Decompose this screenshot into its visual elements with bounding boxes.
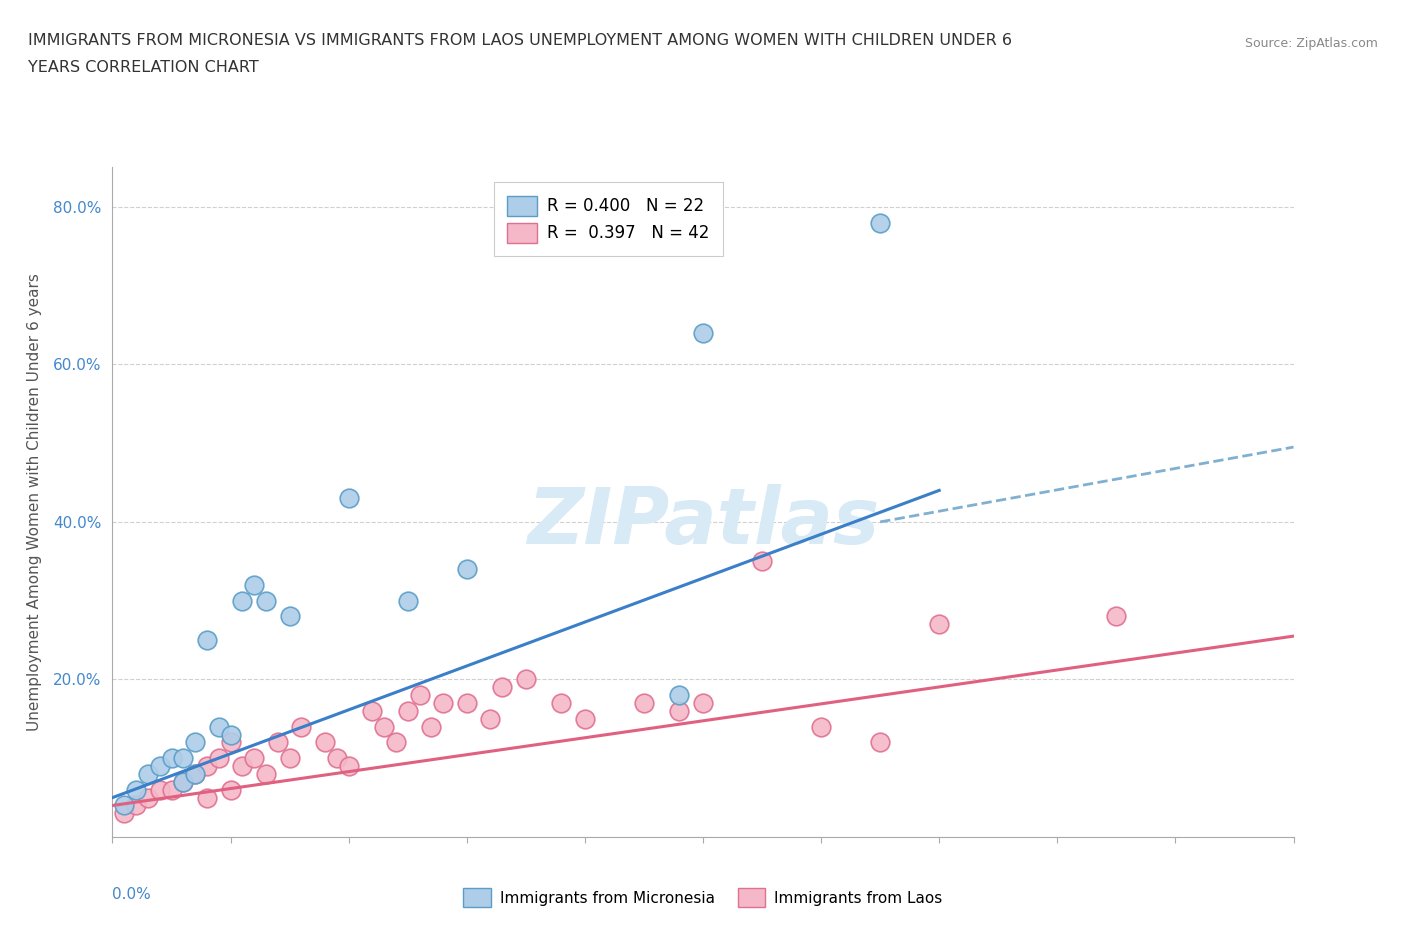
Point	[278, 609, 301, 624]
Point	[668, 703, 690, 718]
Point	[267, 735, 290, 750]
Point	[231, 593, 253, 608]
Point	[751, 554, 773, 569]
Point	[172, 775, 194, 790]
Point	[456, 696, 478, 711]
Point	[184, 766, 207, 781]
Point	[668, 688, 690, 703]
Point	[219, 727, 242, 742]
Point	[337, 759, 360, 774]
Point	[160, 782, 183, 797]
Point	[195, 790, 218, 805]
Point	[208, 719, 231, 734]
Point	[231, 759, 253, 774]
Point	[432, 696, 454, 711]
Text: IMMIGRANTS FROM MICRONESIA VS IMMIGRANTS FROM LAOS UNEMPLOYMENT AMONG WOMEN WITH: IMMIGRANTS FROM MICRONESIA VS IMMIGRANTS…	[28, 33, 1012, 47]
Point	[172, 751, 194, 765]
Point	[456, 562, 478, 577]
Point	[869, 215, 891, 230]
Text: YEARS CORRELATION CHART: YEARS CORRELATION CHART	[28, 60, 259, 75]
Point	[396, 593, 419, 608]
Point	[385, 735, 408, 750]
Y-axis label: Unemployment Among Women with Children Under 6 years: Unemployment Among Women with Children U…	[27, 273, 42, 731]
Point	[243, 578, 266, 592]
Point	[928, 617, 950, 631]
Point	[254, 766, 277, 781]
Point	[373, 719, 395, 734]
Point	[195, 632, 218, 647]
Point	[692, 326, 714, 340]
Point	[208, 751, 231, 765]
Point	[160, 751, 183, 765]
Legend: Immigrants from Micronesia, Immigrants from Laos: Immigrants from Micronesia, Immigrants f…	[457, 883, 949, 913]
Point	[396, 703, 419, 718]
Point	[243, 751, 266, 765]
Legend: R = 0.400   N = 22, R =  0.397   N = 42: R = 0.400 N = 22, R = 0.397 N = 42	[494, 182, 723, 257]
Point	[574, 711, 596, 726]
Text: ZIPatlas: ZIPatlas	[527, 485, 879, 560]
Point	[810, 719, 832, 734]
Point	[195, 759, 218, 774]
Point	[550, 696, 572, 711]
Point	[136, 766, 159, 781]
Point	[149, 782, 172, 797]
Point	[408, 688, 430, 703]
Text: 0.0%: 0.0%	[112, 887, 152, 902]
Point	[491, 680, 513, 695]
Point	[125, 798, 148, 813]
Point	[184, 766, 207, 781]
Point	[692, 696, 714, 711]
Point	[219, 735, 242, 750]
Point	[136, 790, 159, 805]
Point	[125, 782, 148, 797]
Point	[515, 672, 537, 687]
Point	[314, 735, 336, 750]
Point	[149, 759, 172, 774]
Point	[479, 711, 502, 726]
Point	[290, 719, 312, 734]
Point	[172, 775, 194, 790]
Point	[337, 491, 360, 506]
Point	[361, 703, 384, 718]
Text: Source: ZipAtlas.com: Source: ZipAtlas.com	[1244, 37, 1378, 50]
Point	[219, 782, 242, 797]
Point	[1105, 609, 1128, 624]
Point	[112, 798, 135, 813]
Point	[326, 751, 349, 765]
Point	[184, 735, 207, 750]
Point	[254, 593, 277, 608]
Point	[278, 751, 301, 765]
Point	[633, 696, 655, 711]
Point	[420, 719, 443, 734]
Point	[112, 806, 135, 821]
Point	[869, 735, 891, 750]
